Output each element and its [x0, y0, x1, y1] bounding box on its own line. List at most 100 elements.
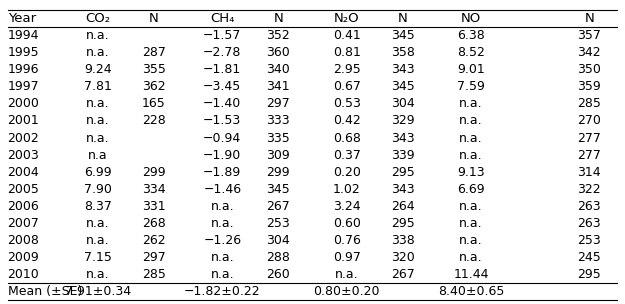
Text: 0.37: 0.37: [332, 149, 361, 161]
Text: 329: 329: [391, 115, 414, 127]
Text: n.a.: n.a.: [459, 149, 483, 161]
Text: 0.67: 0.67: [332, 81, 361, 93]
Text: 345: 345: [266, 182, 290, 195]
Text: 0.80±0.20: 0.80±0.20: [314, 285, 380, 298]
Text: 2007: 2007: [8, 216, 39, 230]
Text: n.a.: n.a.: [211, 199, 234, 212]
Text: 0.60: 0.60: [332, 216, 361, 230]
Text: −1.40: −1.40: [203, 98, 241, 110]
Text: Year: Year: [8, 12, 36, 26]
Text: 253: 253: [266, 216, 290, 230]
Text: 358: 358: [391, 47, 414, 60]
Text: n.a.: n.a.: [459, 250, 483, 264]
Text: N: N: [149, 12, 159, 26]
Text: 295: 295: [391, 165, 414, 178]
Text: 0.41: 0.41: [333, 29, 361, 43]
Text: N: N: [398, 12, 408, 26]
Text: 2001: 2001: [8, 115, 39, 127]
Text: 253: 253: [578, 233, 601, 247]
Text: 309: 309: [266, 149, 290, 161]
Text: 2005: 2005: [8, 182, 39, 195]
Text: 11.44: 11.44: [453, 268, 489, 281]
Text: 264: 264: [391, 199, 414, 212]
Text: 262: 262: [142, 233, 166, 247]
Text: 2003: 2003: [8, 149, 39, 161]
Text: −1.46: −1.46: [203, 182, 241, 195]
Text: 2008: 2008: [8, 233, 39, 247]
Text: −1.81: −1.81: [203, 64, 241, 77]
Text: 2.95: 2.95: [333, 64, 361, 77]
Text: n.a.: n.a.: [459, 216, 483, 230]
Text: 3.24: 3.24: [333, 199, 361, 212]
Text: 7.90: 7.90: [84, 182, 112, 195]
Text: 334: 334: [142, 182, 166, 195]
Text: n.a.: n.a.: [459, 199, 483, 212]
Text: n.a.: n.a.: [86, 115, 109, 127]
Text: −0.94: −0.94: [203, 132, 241, 144]
Text: 270: 270: [578, 115, 601, 127]
Text: 2010: 2010: [8, 268, 39, 281]
Text: −3.45: −3.45: [203, 81, 241, 93]
Text: n.a.: n.a.: [86, 132, 109, 144]
Text: 165: 165: [142, 98, 166, 110]
Text: 295: 295: [391, 216, 414, 230]
Text: 338: 338: [391, 233, 414, 247]
Text: −2.78: −2.78: [203, 47, 241, 60]
Text: 7.59: 7.59: [458, 81, 485, 93]
Text: 355: 355: [142, 64, 166, 77]
Text: 277: 277: [578, 132, 601, 144]
Text: 1996: 1996: [8, 64, 39, 77]
Text: 2000: 2000: [8, 98, 39, 110]
Text: 277: 277: [578, 149, 601, 161]
Text: 322: 322: [578, 182, 601, 195]
Text: 342: 342: [578, 47, 601, 60]
Text: 268: 268: [142, 216, 166, 230]
Text: n.a.: n.a.: [86, 47, 109, 60]
Text: 287: 287: [142, 47, 166, 60]
Text: 260: 260: [266, 268, 290, 281]
Text: 299: 299: [142, 165, 166, 178]
Text: CO₂: CO₂: [85, 12, 111, 26]
Text: 357: 357: [578, 29, 601, 43]
Text: −1.90: −1.90: [203, 149, 241, 161]
Text: 1995: 1995: [8, 47, 39, 60]
Text: n.a.: n.a.: [86, 216, 109, 230]
Text: 285: 285: [578, 98, 601, 110]
Text: 6.38: 6.38: [458, 29, 485, 43]
Text: 288: 288: [266, 250, 290, 264]
Text: 345: 345: [391, 29, 414, 43]
Text: 343: 343: [391, 182, 414, 195]
Text: 2004: 2004: [8, 165, 39, 178]
Text: 0.68: 0.68: [332, 132, 361, 144]
Text: 331: 331: [142, 199, 166, 212]
Text: 299: 299: [266, 165, 290, 178]
Text: n.a.: n.a.: [86, 98, 109, 110]
Text: 333: 333: [266, 115, 290, 127]
Text: 341: 341: [266, 81, 290, 93]
Text: 0.42: 0.42: [333, 115, 361, 127]
Text: n.a.: n.a.: [211, 268, 234, 281]
Text: n.a.: n.a.: [86, 233, 109, 247]
Text: 339: 339: [391, 149, 414, 161]
Text: −1.89: −1.89: [203, 165, 241, 178]
Text: 285: 285: [142, 268, 166, 281]
Text: 360: 360: [266, 47, 290, 60]
Text: −1.57: −1.57: [203, 29, 241, 43]
Text: 320: 320: [391, 250, 414, 264]
Text: 263: 263: [578, 199, 601, 212]
Text: 295: 295: [578, 268, 601, 281]
Text: 267: 267: [266, 199, 290, 212]
Text: 297: 297: [142, 250, 166, 264]
Text: N: N: [273, 12, 283, 26]
Text: 7.15: 7.15: [84, 250, 112, 264]
Text: 2006: 2006: [8, 199, 39, 212]
Text: n.a.: n.a.: [459, 98, 483, 110]
Text: N: N: [584, 12, 594, 26]
Text: 314: 314: [578, 165, 601, 178]
Text: 6.99: 6.99: [84, 165, 112, 178]
Text: 352: 352: [266, 29, 290, 43]
Text: 304: 304: [266, 233, 290, 247]
Text: 9.13: 9.13: [458, 165, 485, 178]
Text: 9.01: 9.01: [458, 64, 485, 77]
Text: 8.37: 8.37: [84, 199, 112, 212]
